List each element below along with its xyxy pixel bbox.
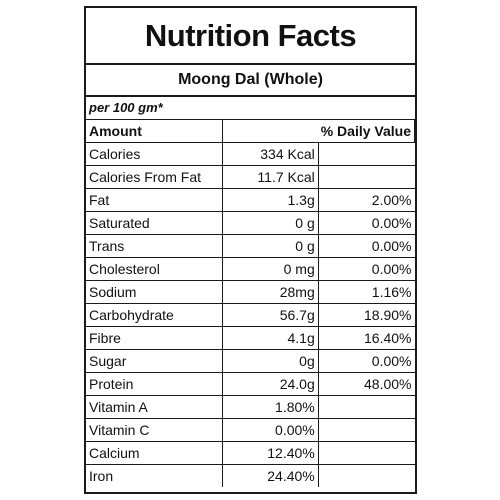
table-row: Vitamin A 1.80% xyxy=(86,395,415,419)
nutrient-name: Iron xyxy=(86,464,223,487)
nutrient-daily-value xyxy=(317,441,415,465)
nutrient-daily-value: 2.00% xyxy=(317,188,415,212)
nutrient-amount: 0g xyxy=(221,349,319,373)
daily-value-header: % Daily Value xyxy=(221,120,415,143)
product-name: Moong Dal (Whole) xyxy=(86,65,415,97)
nutrient-amount: 28mg xyxy=(221,280,319,304)
table-row: Carbohydrate 56.7g 18.90% xyxy=(86,303,415,327)
table-row: Calories From Fat 11.7 Kcal xyxy=(86,165,415,189)
nutrition-label: Nutrition Facts Moong Dal (Whole) per 10… xyxy=(84,6,417,494)
nutrient-daily-value: 0.00% xyxy=(317,234,415,258)
nutrient-daily-value: 16.40% xyxy=(317,326,415,350)
nutrient-name: Protein xyxy=(86,372,223,396)
table-row: Sugar 0g 0.00% xyxy=(86,349,415,373)
nutrient-name: Sodium xyxy=(86,280,223,304)
nutrient-name: Vitamin A xyxy=(86,395,223,419)
nutrient-daily-value xyxy=(317,165,415,189)
nutrient-name: Sugar xyxy=(86,349,223,373)
nutrient-name: Vitamin C xyxy=(86,418,223,442)
nutrient-amount: 11.7 Kcal xyxy=(221,165,319,189)
nutrient-daily-value: 0.00% xyxy=(317,211,415,235)
nutrient-daily-value xyxy=(317,142,415,166)
nutrient-name: Cholesterol xyxy=(86,257,223,281)
table-row: Fat 1.3g 2.00% xyxy=(86,188,415,212)
nutrient-amount: 0 g xyxy=(221,211,319,235)
nutrient-name: Trans xyxy=(86,234,223,258)
nutrient-name: Calories From Fat xyxy=(86,165,223,189)
table-row: Saturated 0 g 0.00% xyxy=(86,211,415,235)
nutrient-name: Saturated xyxy=(86,211,223,235)
nutrient-daily-value xyxy=(317,395,415,419)
table-row: Iron 24.40% xyxy=(86,464,415,487)
nutrient-amount: 12.40% xyxy=(221,441,319,465)
nutrient-daily-value: 18.90% xyxy=(317,303,415,327)
nutrient-amount: 1.80% xyxy=(221,395,319,419)
nutrient-amount: 24.0g xyxy=(221,372,319,396)
table-row: Sodium 28mg 1.16% xyxy=(86,280,415,304)
table-row: Vitamin C 0.00% xyxy=(86,418,415,442)
nutrient-amount: 56.7g xyxy=(221,303,319,327)
nutrient-amount: 4.1g xyxy=(221,326,319,350)
nutrient-amount: 0 g xyxy=(221,234,319,258)
nutrient-daily-value xyxy=(317,464,415,487)
nutrient-amount: 0 mg xyxy=(221,257,319,281)
nutrient-amount: 1.3g xyxy=(221,188,319,212)
nutrient-name: Calories xyxy=(86,142,223,166)
amount-header: Amount xyxy=(86,120,223,143)
label-title: Nutrition Facts xyxy=(86,8,415,65)
table-row: Trans 0 g 0.00% xyxy=(86,234,415,258)
nutrient-table-body: Amount % Daily Value Calories 334 Kcal Cal… xyxy=(86,120,415,487)
nutrient-daily-value: 1.16% xyxy=(317,280,415,304)
nutrient-daily-value: 0.00% xyxy=(317,257,415,281)
table-row: Calcium 12.40% xyxy=(86,441,415,465)
nutrient-amount: 24.40% xyxy=(221,464,319,487)
nutrient-table: Amount % Daily Value Calories 334 Kcal Cal… xyxy=(86,120,415,487)
nutrient-name: Carbohydrate xyxy=(86,303,223,327)
table-row: Cholesterol 0 mg 0.00% xyxy=(86,257,415,281)
nutrient-amount: 334 Kcal xyxy=(221,142,319,166)
table-header-row: Amount % Daily Value xyxy=(86,120,415,143)
nutrient-amount: 0.00% xyxy=(221,418,319,442)
table-row: Fibre 4.1g 16.40% xyxy=(86,326,415,350)
serving-size: per 100 gm* xyxy=(86,97,415,120)
table-row: Calories 334 Kcal xyxy=(86,142,415,166)
nutrient-daily-value: 0.00% xyxy=(317,349,415,373)
nutrient-name: Calcium xyxy=(86,441,223,465)
nutrient-name: Fibre xyxy=(86,326,223,350)
nutrient-daily-value: 48.00% xyxy=(317,372,415,396)
nutrient-daily-value xyxy=(317,418,415,442)
nutrient-name: Fat xyxy=(86,188,223,212)
table-row: Protein 24.0g 48.00% xyxy=(86,372,415,396)
